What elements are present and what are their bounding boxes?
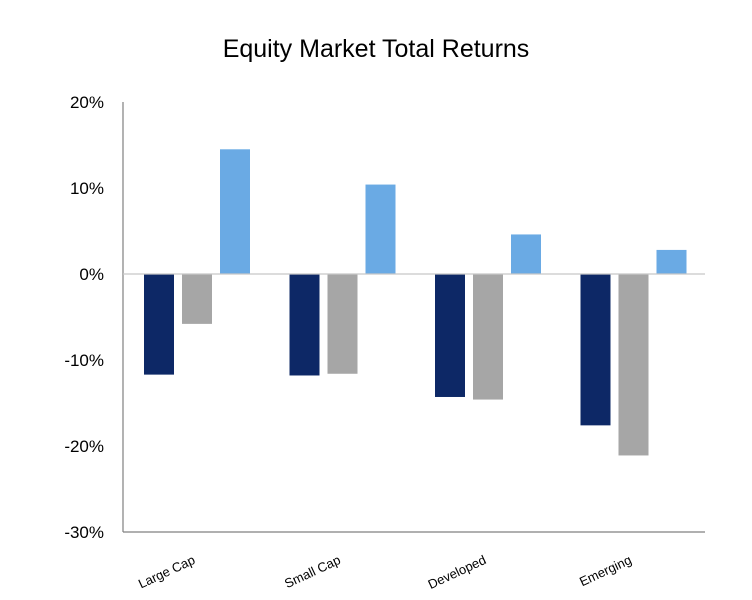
bars (144, 149, 687, 456)
y-tick-label: 10% (70, 179, 104, 198)
x-tick-label: Emerging (577, 552, 634, 589)
bar (327, 274, 358, 374)
bar (580, 274, 611, 426)
y-tick-label: -20% (64, 437, 104, 456)
y-tick-label: -30% (64, 523, 104, 542)
bar (511, 234, 541, 274)
axes (122, 102, 705, 533)
x-tick-label: Developed (426, 552, 489, 592)
bar (220, 149, 250, 274)
bar (144, 274, 174, 375)
bar (289, 274, 320, 376)
bar (435, 274, 465, 397)
chart-title: Equity Market Total Returns (223, 35, 530, 63)
bar (365, 184, 396, 274)
x-axis-ticks: Large Cap Small Cap Developed Emerging (136, 552, 634, 592)
y-axis-ticks: 20% 10% 0% -10% -20% -30% (64, 93, 104, 542)
y-tick-label: -10% (64, 351, 104, 370)
x-tick-label: Large Cap (136, 552, 197, 591)
bar (618, 274, 649, 456)
bar (473, 274, 503, 400)
bar (656, 249, 687, 274)
x-tick-label: Small Cap (282, 552, 343, 591)
y-tick-label: 20% (70, 93, 104, 112)
y-tick-label: 0% (79, 265, 104, 284)
bar (182, 274, 212, 324)
